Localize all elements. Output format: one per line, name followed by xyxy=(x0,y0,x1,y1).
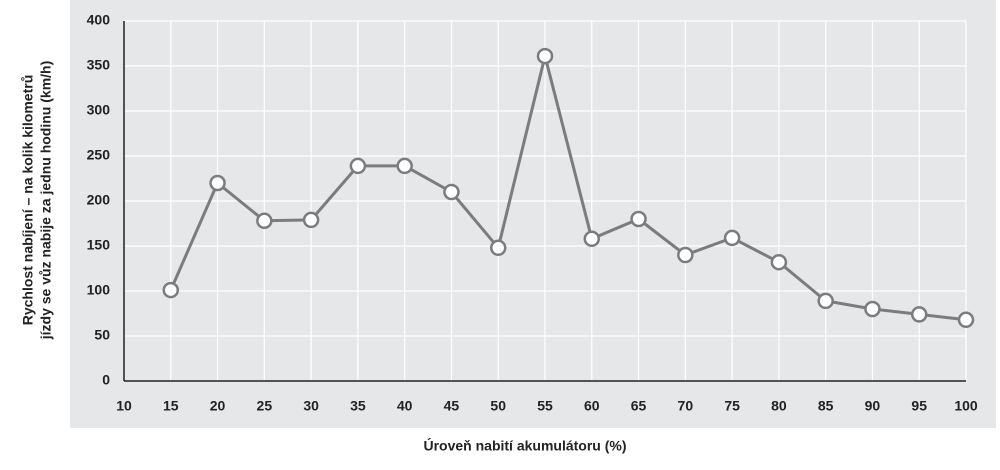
x-tick-label: 35 xyxy=(350,398,366,414)
x-tick-label: 50 xyxy=(490,398,506,414)
x-tick-label: 85 xyxy=(818,398,834,414)
x-tick-label: 10 xyxy=(116,398,132,414)
x-tick-label: 70 xyxy=(678,398,694,414)
data-point xyxy=(770,253,788,271)
y-tick-label: 400 xyxy=(87,12,111,28)
y-tick-label: 100 xyxy=(87,282,111,298)
data-point xyxy=(817,292,834,310)
x-tick-label: 15 xyxy=(163,398,179,414)
data-point xyxy=(536,47,554,65)
x-tick-label: 95 xyxy=(911,398,927,414)
x-tick-label: 25 xyxy=(257,398,273,414)
x-tick-label: 55 xyxy=(537,398,553,414)
x-axis-label: Úroveň nabití akumulátoru (%) xyxy=(423,437,626,454)
x-tick-label: 90 xyxy=(865,398,881,414)
y-tick-label: 150 xyxy=(87,237,111,253)
y-tick-label: 350 xyxy=(87,57,111,73)
data-point xyxy=(256,212,273,230)
data-point xyxy=(910,306,928,323)
data-point xyxy=(396,157,413,175)
x-tick-label: 65 xyxy=(631,398,647,414)
data-point xyxy=(630,210,647,228)
data-point xyxy=(349,157,367,175)
x-tick-label: 20 xyxy=(210,398,226,414)
data-point xyxy=(864,300,881,318)
y-tick-label: 0 xyxy=(102,372,110,388)
x-tick-label: 100 xyxy=(954,398,978,414)
x-tick-label: 30 xyxy=(303,398,319,414)
y-tick-label: 250 xyxy=(87,147,111,163)
plot-panel xyxy=(70,0,996,428)
data-point xyxy=(957,311,975,329)
x-tick-label: 40 xyxy=(397,398,413,414)
y-tick-label: 200 xyxy=(87,192,111,208)
data-point xyxy=(723,229,741,247)
y-axis-label: jízdy se vůz nabije za jednu hodinu (km/… xyxy=(38,61,54,340)
data-point xyxy=(443,183,460,201)
x-tick-label: 45 xyxy=(444,398,460,414)
data-point xyxy=(583,230,601,248)
x-tick-label: 80 xyxy=(771,398,787,414)
data-point xyxy=(677,246,694,264)
x-tick-label: 75 xyxy=(724,398,740,414)
x-tick-label: 60 xyxy=(584,398,600,414)
data-point xyxy=(489,239,507,257)
data-point xyxy=(302,211,320,229)
data-point xyxy=(209,174,226,192)
data-point xyxy=(162,281,180,299)
y-tick-label: 50 xyxy=(94,327,110,343)
y-axis-label: Rychlost nabíjení – na kolik kilometrů xyxy=(20,75,36,326)
y-tick-label: 300 xyxy=(87,102,111,118)
